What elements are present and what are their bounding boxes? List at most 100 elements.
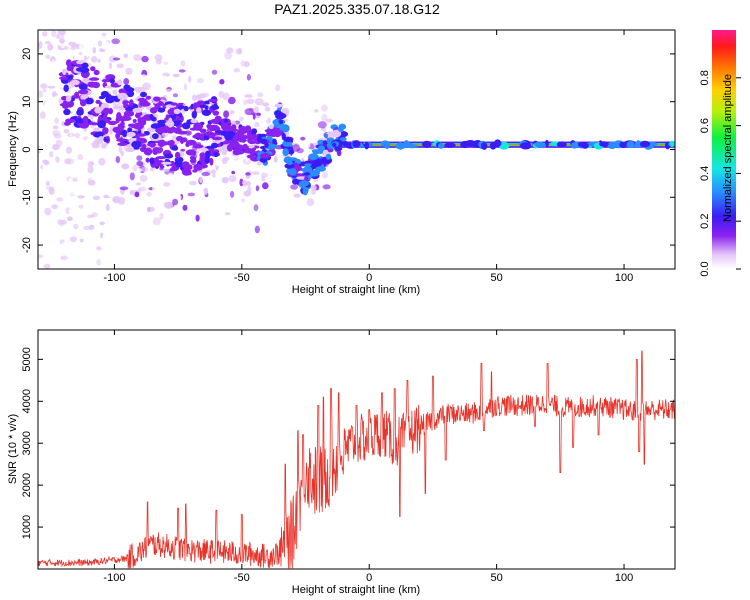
spectrogram-cell (79, 238, 84, 243)
spectrogram-cell (212, 110, 220, 116)
spectrogram-cell (534, 141, 545, 148)
spectrogram-cell (128, 99, 134, 107)
spectrogram-cell (124, 107, 135, 112)
spectrogram-cell (44, 103, 48, 109)
spectrogram-cell (92, 47, 97, 54)
spectrogram-cell (259, 153, 271, 159)
spectrogram-cell (189, 158, 197, 163)
spectrogram-cell (50, 194, 57, 203)
spectrogram-cell (174, 151, 181, 159)
spectrogram-cell (153, 96, 161, 102)
spectrogram-cell (224, 212, 231, 216)
spectrogram-cell (147, 206, 155, 212)
spectrogram-cell (244, 108, 253, 116)
spectrogram-cell (64, 121, 71, 126)
spectrogram-cell (241, 198, 245, 203)
spectrogram-cell (65, 146, 73, 154)
spectrogram-cell (98, 157, 106, 166)
spectrogram-cell (136, 182, 142, 186)
spectrogram-cell (286, 161, 293, 165)
spectrogram-cell (201, 171, 210, 177)
spectrogram-cell (39, 111, 46, 120)
spectrogram-cell (409, 143, 414, 149)
spectrogram-cell (138, 86, 146, 94)
spectrogram-cell (66, 216, 73, 221)
spectrogram-cell (247, 162, 256, 170)
snr-series-line (38, 350, 675, 569)
spectrogram-cell (78, 121, 90, 129)
snr-xlabel: Height of straight line (km) (292, 584, 420, 596)
spectrogram-cell (116, 138, 127, 142)
spectrogram-cell (254, 225, 260, 234)
spectrogram-cell (61, 96, 68, 101)
x-tick-label: 50 (491, 572, 503, 584)
spectrogram-cell (137, 187, 142, 193)
spectrogram-cell (68, 178, 74, 183)
spectrogram-cell (163, 168, 170, 173)
spectrogram-cell (78, 51, 83, 56)
x-tick-label: -100 (103, 572, 125, 584)
spectrogram-cell (129, 190, 134, 195)
spectrogram-cell (284, 163, 295, 169)
spectrogram-cell (123, 110, 135, 117)
spectrogram-cell (163, 61, 168, 65)
spectrogram-cell (63, 84, 69, 92)
spectrogram-cell (133, 54, 142, 62)
spectrogram-cell (211, 142, 219, 149)
spectrogram-cell (380, 140, 390, 147)
spectrogram-cell (109, 178, 116, 185)
spectrogram-cell (102, 127, 109, 135)
spectrogram-cell (264, 128, 275, 133)
spectrogram-cell (99, 153, 105, 159)
spectrogram-cell (102, 65, 108, 72)
spectrogram-cell (306, 198, 315, 207)
spectrogram-cell (338, 125, 344, 130)
spectrogram-cell (139, 52, 146, 57)
spectrogram-cell (272, 138, 277, 144)
spectrogram-cell (82, 115, 89, 124)
spectrogram-cell (556, 141, 567, 148)
spectrogram-cell (132, 164, 138, 172)
spectrogram-cell (213, 151, 219, 158)
spectrogram-cell (283, 136, 294, 142)
snr-axes: -100 -50 0 50 100 1000 2000 3000 4000 5000 (21, 330, 675, 584)
spectrogram-cell (204, 150, 211, 159)
spectrogram-cell (43, 263, 51, 269)
spectrogram-cell (107, 193, 116, 197)
spectrogram-cell (97, 40, 103, 47)
spectrogram-cell (185, 149, 197, 156)
spectrogram-cell (199, 176, 203, 183)
spectrogram-cell (241, 180, 248, 186)
spectrogram-cell (321, 113, 328, 122)
snr-ylabel: SNR (10 * v/v) (7, 414, 19, 484)
spectrogram-cell (100, 232, 104, 239)
spectrogram-cell (103, 114, 108, 120)
spectrogram-cell (183, 105, 189, 112)
spectrogram-cell (159, 139, 165, 144)
spectrogram-cell (104, 138, 109, 142)
spectrogram-cell (194, 132, 203, 139)
spectrogram-cell (669, 140, 675, 147)
spectrogram-cell (76, 60, 84, 65)
spectrogram-cell (110, 152, 115, 158)
spectrogram-cell (78, 83, 88, 90)
spectrogram-cell (64, 45, 69, 51)
spectrogram-cell (178, 69, 186, 73)
spectrogram-cell (235, 48, 243, 55)
spectrogram-cell (294, 173, 305, 177)
spectrogram-cell (121, 70, 127, 78)
spectrogram-cell (498, 141, 510, 150)
y-tick-label: 0 (21, 146, 33, 152)
spectrogram-cell (150, 166, 155, 172)
spectrogram-cell (204, 100, 211, 105)
spectrogram-cell (279, 91, 284, 96)
spectrogram-cell (303, 172, 311, 176)
spectrogram-cell (235, 149, 245, 155)
spectrogram-cell (173, 120, 183, 124)
y-tick-label: 1000 (21, 515, 33, 539)
spectrogram-cell (172, 93, 179, 98)
spectrogram-cell (163, 202, 169, 208)
spectrogram-cell (61, 242, 66, 246)
